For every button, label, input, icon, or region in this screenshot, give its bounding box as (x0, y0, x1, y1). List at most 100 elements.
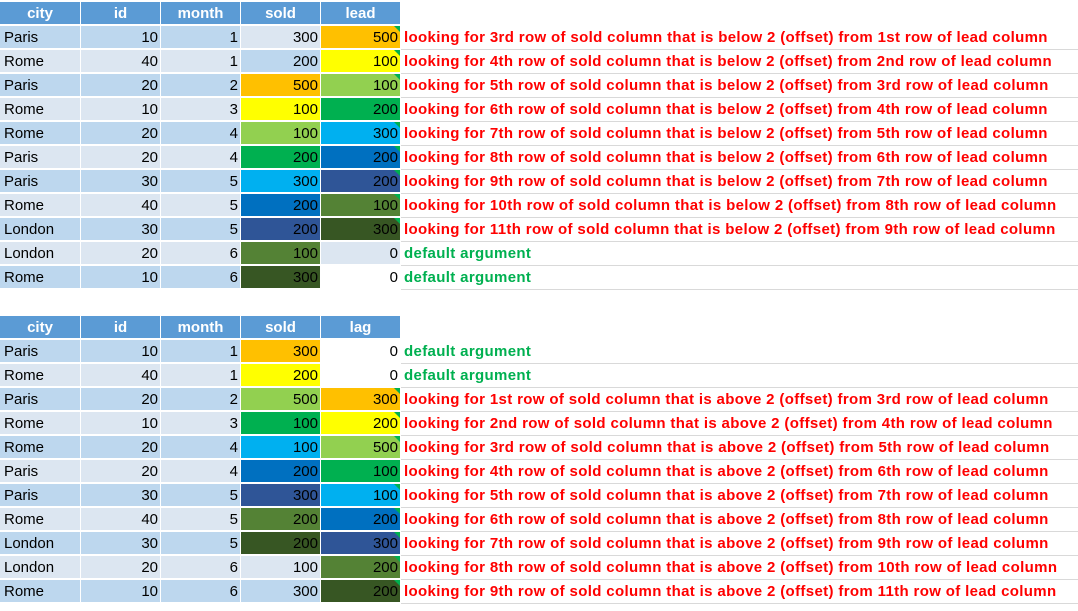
header-sold[interactable]: sold (241, 2, 321, 25)
cell-id[interactable]: 30 (81, 170, 161, 193)
header-id[interactable]: id (81, 316, 161, 339)
cell-city[interactable]: Paris (0, 484, 81, 507)
cell-id[interactable]: 20 (81, 460, 161, 483)
cell-id[interactable]: 20 (81, 556, 161, 579)
cell-city[interactable]: Rome (0, 364, 81, 387)
header-sold[interactable]: sold (241, 316, 321, 339)
cell-city[interactable]: Paris (0, 146, 81, 169)
cell-sold[interactable]: 300 (241, 580, 321, 603)
header-lag[interactable]: lag (321, 316, 401, 339)
cell-lag[interactable]: 0 (321, 364, 401, 387)
cell-month[interactable]: 5 (161, 170, 241, 193)
cell-lead[interactable]: 100 (321, 74, 401, 97)
cell-city[interactable]: Rome (0, 194, 81, 217)
cell-city[interactable]: Rome (0, 436, 81, 459)
cell-month[interactable]: 3 (161, 98, 241, 121)
cell-month[interactable]: 2 (161, 74, 241, 97)
cell-month[interactable]: 1 (161, 26, 241, 49)
cell-id[interactable]: 30 (81, 484, 161, 507)
cell-month[interactable]: 6 (161, 580, 241, 603)
cell-id[interactable]: 20 (81, 122, 161, 145)
cell-lag[interactable]: 200 (321, 508, 401, 531)
cell-city[interactable]: Paris (0, 388, 81, 411)
cell-sold[interactable]: 300 (241, 266, 321, 289)
cell-lead[interactable]: 300 (321, 218, 401, 241)
cell-sold[interactable]: 100 (241, 412, 321, 435)
cell-lag[interactable]: 200 (321, 556, 401, 579)
cell-lag[interactable]: 300 (321, 388, 401, 411)
header-city[interactable]: city (0, 2, 81, 25)
cell-city[interactable]: Paris (0, 170, 81, 193)
cell-city[interactable]: London (0, 556, 81, 579)
cell-sold[interactable]: 300 (241, 170, 321, 193)
cell-city[interactable]: Paris (0, 340, 81, 363)
cell-id[interactable]: 20 (81, 388, 161, 411)
cell-lag[interactable]: 300 (321, 532, 401, 555)
header-month[interactable]: month (161, 316, 241, 339)
cell-sold[interactable]: 200 (241, 50, 321, 73)
cell-city[interactable]: London (0, 218, 81, 241)
cell-city[interactable]: Rome (0, 412, 81, 435)
cell-lead[interactable]: 200 (321, 170, 401, 193)
cell-sold[interactable]: 200 (241, 364, 321, 387)
cell-city[interactable]: Rome (0, 508, 81, 531)
cell-city[interactable]: Rome (0, 580, 81, 603)
cell-lead[interactable]: 0 (321, 266, 401, 289)
header-lead[interactable]: lead (321, 2, 401, 25)
cell-id[interactable]: 20 (81, 242, 161, 265)
cell-sold[interactable]: 200 (241, 460, 321, 483)
cell-id[interactable]: 10 (81, 580, 161, 603)
cell-id[interactable]: 10 (81, 98, 161, 121)
header-month[interactable]: month (161, 2, 241, 25)
cell-lead[interactable]: 200 (321, 98, 401, 121)
cell-sold[interactable]: 300 (241, 26, 321, 49)
cell-sold[interactable]: 100 (241, 98, 321, 121)
cell-month[interactable]: 1 (161, 50, 241, 73)
cell-city[interactable]: Rome (0, 50, 81, 73)
cell-id[interactable]: 10 (81, 266, 161, 289)
cell-month[interactable]: 4 (161, 460, 241, 483)
cell-month[interactable]: 2 (161, 388, 241, 411)
cell-city[interactable]: Rome (0, 98, 81, 121)
cell-sold[interactable]: 100 (241, 556, 321, 579)
cell-lead[interactable]: 300 (321, 122, 401, 145)
cell-id[interactable]: 40 (81, 50, 161, 73)
cell-id[interactable]: 30 (81, 532, 161, 555)
cell-city[interactable]: Paris (0, 74, 81, 97)
cell-lead[interactable]: 200 (321, 146, 401, 169)
cell-lag[interactable]: 0 (321, 340, 401, 363)
cell-id[interactable]: 40 (81, 194, 161, 217)
cell-id[interactable]: 40 (81, 508, 161, 531)
header-city[interactable]: city (0, 316, 81, 339)
cell-id[interactable]: 30 (81, 218, 161, 241)
cell-sold[interactable]: 500 (241, 388, 321, 411)
cell-id[interactable]: 20 (81, 146, 161, 169)
cell-lag[interactable]: 100 (321, 484, 401, 507)
cell-city[interactable]: Rome (0, 266, 81, 289)
cell-month[interactable]: 5 (161, 508, 241, 531)
cell-sold[interactable]: 200 (241, 508, 321, 531)
cell-lead[interactable]: 100 (321, 50, 401, 73)
cell-lag[interactable]: 500 (321, 436, 401, 459)
cell-city[interactable]: London (0, 242, 81, 265)
cell-city[interactable]: Rome (0, 122, 81, 145)
cell-sold[interactable]: 100 (241, 436, 321, 459)
cell-city[interactable]: Paris (0, 26, 81, 49)
cell-month[interactable]: 1 (161, 364, 241, 387)
cell-sold[interactable]: 200 (241, 218, 321, 241)
cell-lead[interactable]: 0 (321, 242, 401, 265)
cell-id[interactable]: 10 (81, 340, 161, 363)
cell-month[interactable]: 5 (161, 218, 241, 241)
cell-month[interactable]: 6 (161, 242, 241, 265)
cell-sold[interactable]: 200 (241, 146, 321, 169)
cell-month[interactable]: 5 (161, 532, 241, 555)
cell-sold[interactable]: 200 (241, 532, 321, 555)
cell-sold[interactable]: 300 (241, 340, 321, 363)
cell-sold[interactable]: 200 (241, 194, 321, 217)
cell-month[interactable]: 6 (161, 266, 241, 289)
cell-id[interactable]: 10 (81, 412, 161, 435)
cell-month[interactable]: 1 (161, 340, 241, 363)
cell-lead[interactable]: 500 (321, 26, 401, 49)
cell-sold[interactable]: 100 (241, 242, 321, 265)
cell-month[interactable]: 4 (161, 146, 241, 169)
